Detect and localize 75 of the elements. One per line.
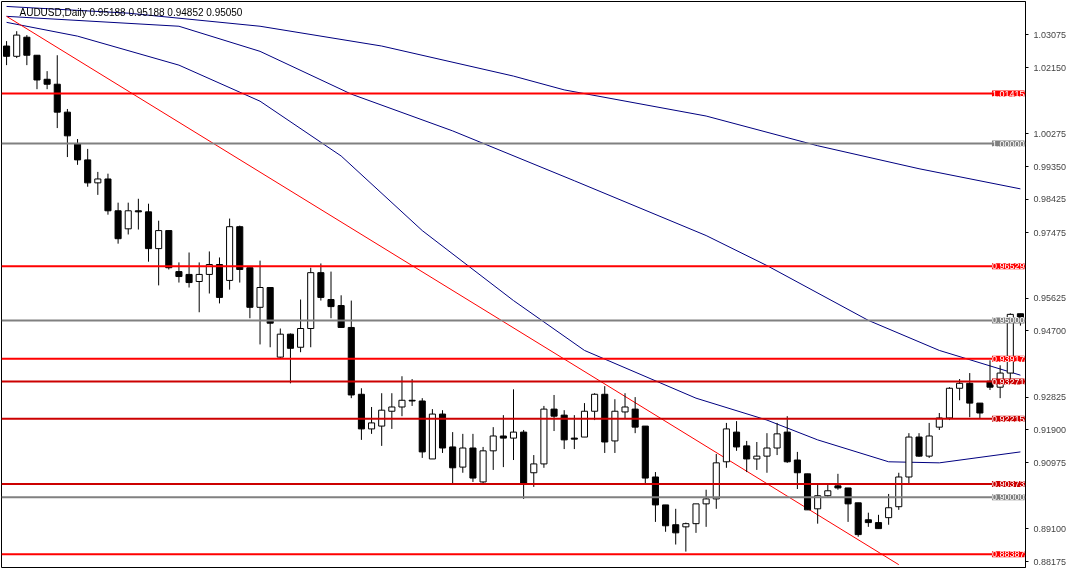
- candlestick: [276, 328, 284, 359]
- candlestick: [74, 138, 82, 166]
- candlestick: [124, 202, 132, 235]
- candlestick: [773, 422, 781, 456]
- candlestick: [682, 522, 690, 553]
- candlestick: [844, 487, 852, 523]
- y-tick-label: 0.90975: [1033, 457, 1067, 468]
- candlestick: [94, 171, 102, 196]
- candlestick: [155, 220, 163, 286]
- candlestick: [530, 454, 538, 488]
- candlestick: [459, 433, 467, 474]
- candlestick: [368, 406, 376, 435]
- candlestick: [337, 294, 345, 328]
- ref-line-label: 0.96529: [991, 261, 1025, 272]
- candlestick: [631, 396, 639, 434]
- y-tick-label: 0.98425: [1033, 194, 1067, 205]
- ref-line-label: 1.01415: [991, 88, 1025, 99]
- y-tick-label: 0.99350: [1033, 161, 1067, 172]
- candlestick: [23, 34, 31, 66]
- candlestick: [834, 473, 842, 491]
- ref-line-label: 0.93271: [991, 376, 1025, 387]
- candlestick: [175, 261, 183, 284]
- candlestick: [134, 198, 142, 231]
- candlestick: [733, 420, 741, 452]
- candlestick: [43, 70, 51, 90]
- y-tick-label: 1.00275: [1033, 128, 1067, 139]
- candlestick: [702, 489, 710, 528]
- candlestick: [408, 378, 416, 407]
- candlestick: [966, 372, 974, 418]
- candlestick: [185, 252, 193, 289]
- ref-line-label: 1.00000: [991, 138, 1025, 149]
- y-tick-label: 0.94700: [1033, 325, 1067, 336]
- candlestick: [570, 414, 578, 450]
- candlestick: [489, 426, 497, 471]
- candlestick: [753, 441, 761, 471]
- ref-line-label: 0.90373: [991, 478, 1025, 489]
- candlestick: [499, 414, 507, 468]
- candlestick: [388, 392, 396, 430]
- candlestick: [327, 271, 335, 319]
- y-tick-label: 0.95625: [1033, 293, 1067, 304]
- y-tick-label: 0.92825: [1033, 392, 1067, 403]
- y-tick-label: 0.88175: [1033, 556, 1067, 567]
- candlestick: [793, 451, 801, 490]
- candlestick: [672, 508, 680, 546]
- candlestick: [509, 388, 518, 461]
- y-tick-label: 0.89100: [1033, 523, 1067, 534]
- candlestick: [449, 431, 457, 485]
- y-tick-label: 1.02150: [1033, 62, 1067, 73]
- candlestick: [297, 299, 305, 353]
- candlestick: [84, 148, 92, 188]
- ref-line-label: 0.93917: [991, 353, 1025, 364]
- candlestick: [398, 375, 406, 417]
- ref-line-label: 0.95000: [991, 315, 1025, 326]
- ref-line-label: 0.90000: [991, 492, 1025, 503]
- candlestick: [195, 261, 203, 313]
- candlestick: [956, 378, 964, 401]
- candlestick: [743, 440, 751, 473]
- candlestick: [286, 332, 294, 384]
- candlestick: [925, 422, 933, 459]
- ref-line-label: 0.92215: [991, 413, 1025, 424]
- ref-line-label: 0.88387: [991, 549, 1025, 560]
- candlestick: [256, 260, 264, 345]
- candlestick: [763, 432, 771, 474]
- candlestick: [885, 493, 893, 526]
- candlestick: [662, 504, 670, 533]
- y-tick-label: 0.91900: [1033, 424, 1067, 435]
- candlestick: [915, 432, 923, 458]
- candlestick: [550, 394, 558, 432]
- candlestick: [591, 392, 599, 421]
- y-tick-label: 1.03075: [1033, 29, 1067, 40]
- candlestick: [63, 108, 71, 158]
- candlestick: [621, 392, 629, 420]
- candlestick: [13, 30, 21, 59]
- candlestick: [692, 503, 700, 534]
- y-tick-label: 0.97475: [1033, 227, 1067, 238]
